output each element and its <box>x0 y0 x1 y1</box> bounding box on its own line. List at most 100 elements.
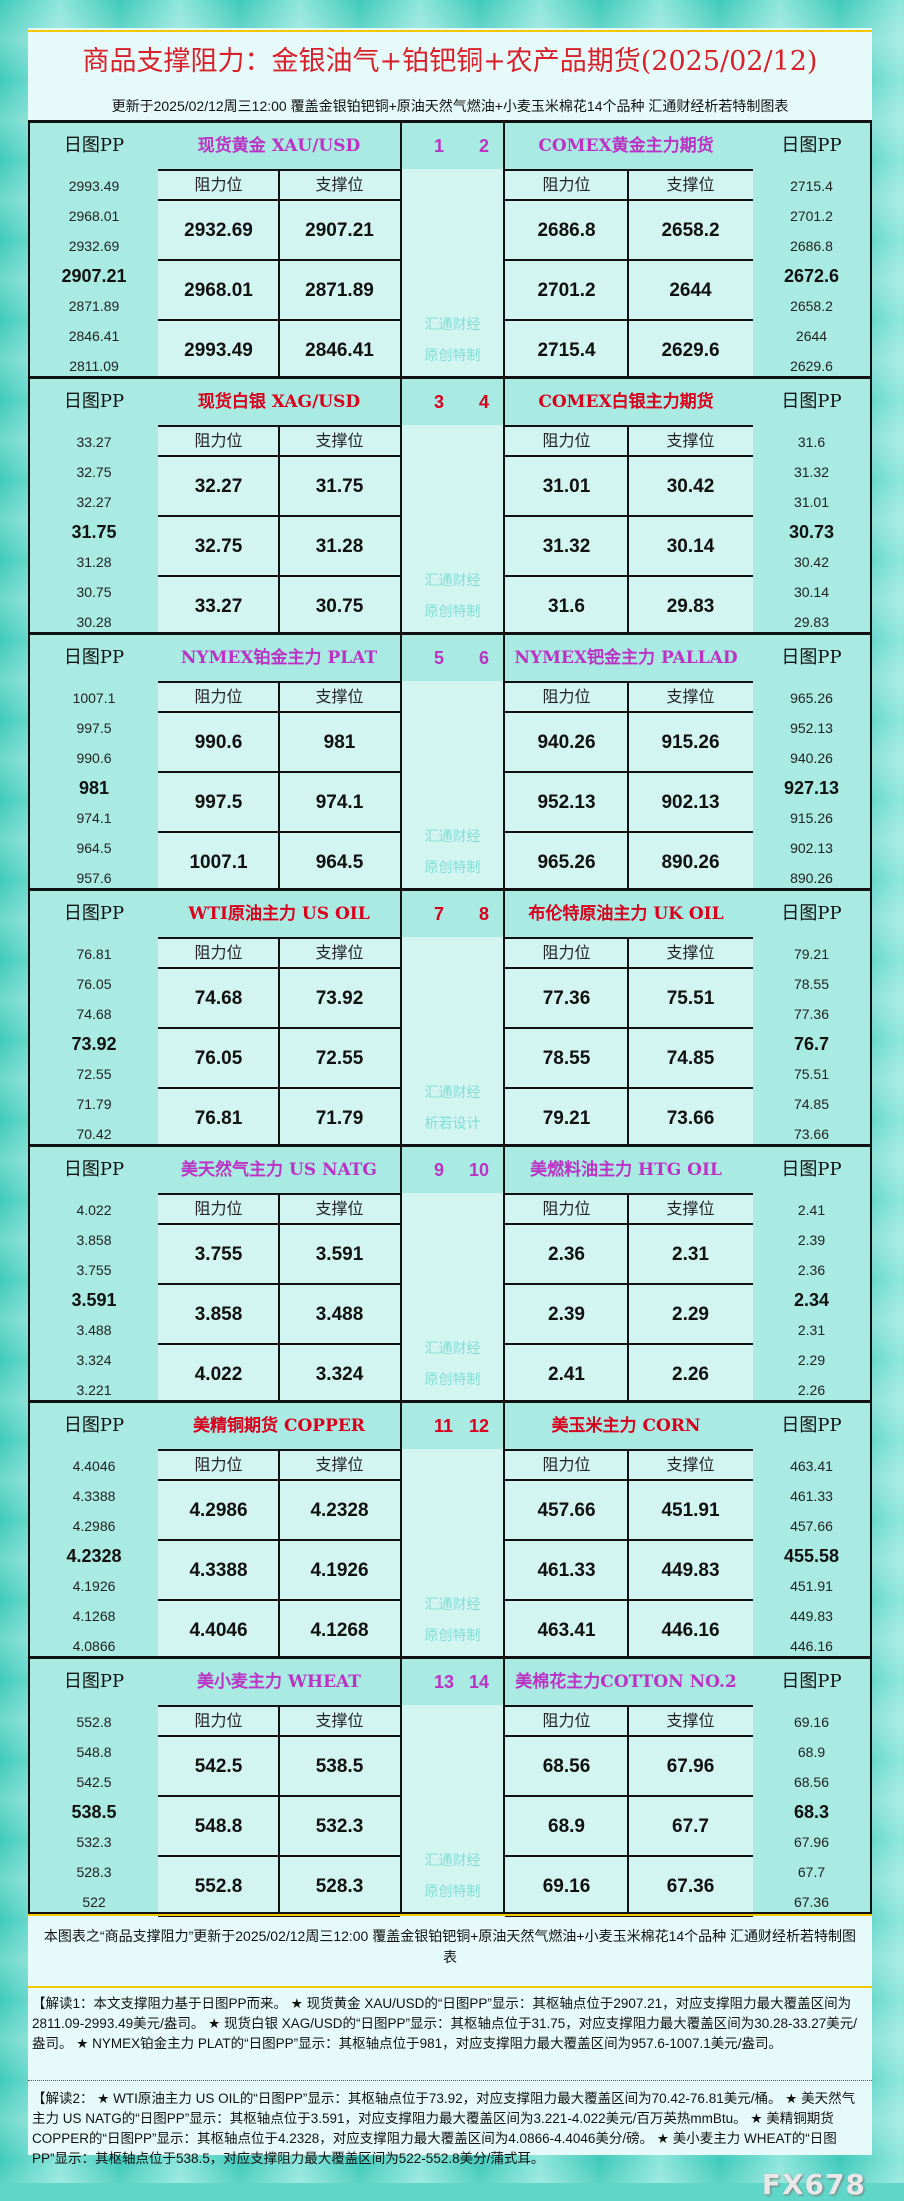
resistance-header: 阻力位 <box>505 1195 628 1225</box>
support-value: 4.1926 <box>279 1541 400 1601</box>
block-number: 3 <box>434 392 445 412</box>
pp-level-value: 29.83 <box>793 614 830 630</box>
resistance-header: 阻力位 <box>505 1707 628 1737</box>
pp-level-value: 3.488 <box>76 1322 112 1338</box>
pivot-point-value: 538.5 <box>71 1802 117 1822</box>
support-header: 支撑位 <box>628 171 753 201</box>
pp-level-value: 76.05 <box>76 976 112 992</box>
resistance-value: 4.4046 <box>158 1601 279 1661</box>
commodity-block: 日图PP 美精铜期货 COPPER 4.4046 4.3388 4.2986 4.2328… <box>28 1400 872 1661</box>
left-instrument-title: 现货白银 XAG/USD <box>197 392 361 412</box>
pp-level-value: 31.6 <box>797 434 826 450</box>
resistance-value: 4.3388 <box>158 1541 279 1601</box>
watermark-text: 析若设计 <box>424 1115 481 1131</box>
pp-level-value: 902.13 <box>790 840 833 856</box>
left-levels-table: 阻力位 支撑位 32.27 31.75 32.75 31.28 33.27 30.75 <box>158 425 400 637</box>
pp-level-value: 2644 <box>795 328 828 344</box>
commodity-block: 日图PP WTI原油主力 US OIL 76.81 76.05 74.68 73.92 72… <box>28 888 872 1149</box>
resistance-value: 2993.49 <box>158 321 279 381</box>
support-value: 981 <box>279 713 400 773</box>
watermark-cell: 汇通财经 原创特制 <box>400 681 505 891</box>
support-value: 30.75 <box>279 577 400 637</box>
commodity-block: 日图PP 现货白银 XAG/USD 33.27 32.75 32.27 31.75 31.2… <box>28 376 872 637</box>
resistance-value: 3.858 <box>158 1285 279 1345</box>
pp-label: 日图PP <box>63 391 125 412</box>
support-value: 4.1268 <box>279 1601 400 1661</box>
watermark-text: 原创特制 <box>424 1371 481 1387</box>
support-value: 30.42 <box>628 457 753 517</box>
left-instrument-title: NYMEX铂金主力 PLAT <box>180 648 378 668</box>
watermark-text: 原创特制 <box>424 603 481 619</box>
watermark-cell: 汇通财经 析若设计 <box>400 937 505 1147</box>
resistance-value: 69.16 <box>505 1857 628 1917</box>
resistance-value: 457.66 <box>505 1481 628 1541</box>
block-number: 1 <box>434 136 445 156</box>
pp-level-value: 2993.49 <box>68 178 120 194</box>
resistance-value: 552.8 <box>158 1857 279 1917</box>
support-value: 30.14 <box>628 517 753 577</box>
support-value: 902.13 <box>628 773 753 833</box>
column-divider <box>627 1707 629 1915</box>
support-value: 3.324 <box>279 1345 400 1405</box>
pp-label: 日图PP <box>781 135 842 156</box>
pp-level-value: 4.4046 <box>72 1458 116 1474</box>
pp-level-value: 2658.2 <box>790 298 833 314</box>
pp-level-value: 457.66 <box>790 1518 833 1534</box>
resistance-value: 2715.4 <box>505 321 628 381</box>
pp-level-value: 3.221 <box>76 1382 112 1398</box>
left-instrument-title: WTI原油主力 US OIL <box>188 904 370 924</box>
support-header: 支撑位 <box>279 1707 400 1737</box>
resistance-value: 77.36 <box>505 969 628 1029</box>
watermark-text: 汇通财经 <box>424 828 481 844</box>
watermark-cell: 汇通财经 原创特制 <box>400 1193 505 1403</box>
left-instrument-title: 现货黄金 XAU/USD <box>197 136 361 156</box>
resistance-value: 3.755 <box>158 1225 279 1285</box>
pp-level-value: 74.68 <box>76 1006 112 1022</box>
pp-level-value: 73.66 <box>793 1126 830 1142</box>
resistance-value: 2.41 <box>505 1345 628 1405</box>
resistance-value: 79.21 <box>505 1089 628 1149</box>
pp-level-value: 2.39 <box>797 1232 826 1248</box>
left-instrument-title: 美精铜期货 COPPER <box>193 1416 365 1436</box>
column-divider <box>627 171 629 379</box>
fx678-watermark-logo: FX678 <box>761 2168 866 2201</box>
pp-level-value: 68.56 <box>793 1774 830 1790</box>
column-divider <box>278 1195 280 1403</box>
resistance-header: 阻力位 <box>158 1195 279 1225</box>
resistance-header: 阻力位 <box>505 427 628 457</box>
support-value: 71.79 <box>279 1089 400 1149</box>
pp-level-value: 2701.2 <box>790 208 833 224</box>
pp-level-value: 3.324 <box>76 1352 112 1368</box>
pp-level-value: 32.27 <box>76 494 112 510</box>
support-value: 72.55 <box>279 1029 400 1089</box>
column-divider <box>278 1707 280 1915</box>
watermark-text: 汇通财经 <box>424 1852 481 1868</box>
pp-level-value: 997.5 <box>76 720 112 736</box>
support-value: 2.29 <box>628 1285 753 1345</box>
resistance-value: 4.022 <box>158 1345 279 1405</box>
column-divider <box>278 939 280 1147</box>
resistance-value: 31.6 <box>505 577 628 637</box>
pp-label: 日图PP <box>781 391 842 412</box>
pp-level-value: 990.6 <box>76 750 112 766</box>
pp-label: 日图PP <box>781 903 842 924</box>
left-instrument-title: 美天然气主力 US NATG <box>181 1160 377 1180</box>
resistance-value: 463.41 <box>505 1601 628 1661</box>
column-divider <box>627 1451 629 1659</box>
pp-level-value: 446.16 <box>790 1638 833 1654</box>
resistance-value: 68.56 <box>505 1737 628 1797</box>
pp-level-value: 2.36 <box>797 1262 826 1278</box>
support-value: 31.75 <box>279 457 400 517</box>
pp-label: 日图PP <box>781 1671 842 1692</box>
block-number: 6 <box>478 648 489 668</box>
support-header: 支撑位 <box>628 427 753 457</box>
footer-note: 本图表之“商品支撑阻力”更新于2025/02/12周三12:00 覆盖金银铂钯铜… <box>28 1914 872 1988</box>
right-instrument-title: 美燃料油主力 HTG OIL <box>530 1160 722 1180</box>
support-value: 528.3 <box>279 1857 400 1917</box>
block-number: 7 <box>434 904 445 924</box>
watermark-cell: 汇通财经 原创特制 <box>400 1705 505 1915</box>
pp-level-value: 79.21 <box>793 946 830 962</box>
column-divider <box>278 683 280 891</box>
pp-level-value: 2.41 <box>797 1202 826 1218</box>
